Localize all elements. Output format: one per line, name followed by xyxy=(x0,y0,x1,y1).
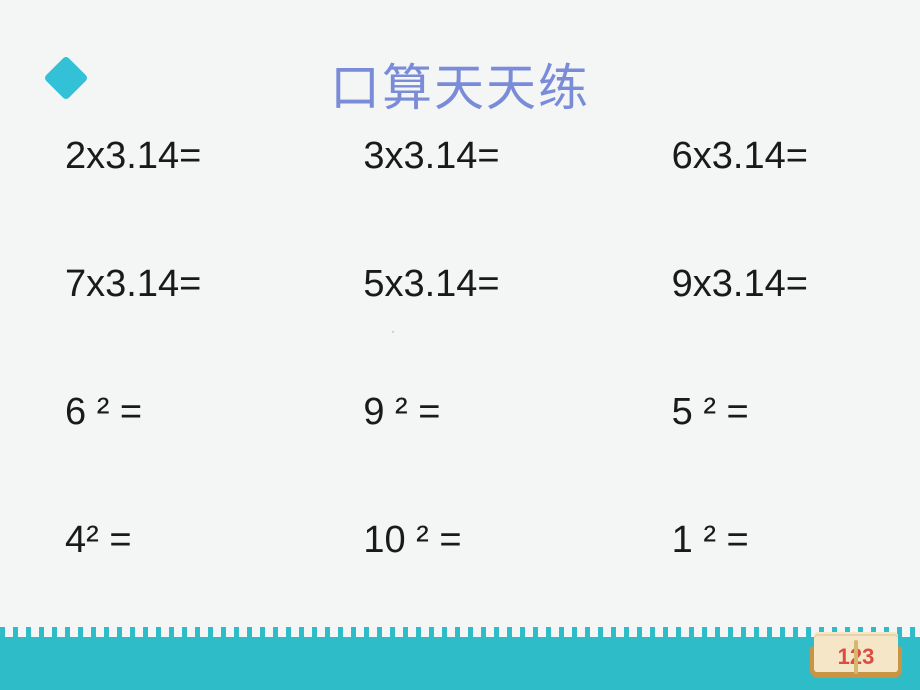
slide-container: 口算天天练 · 2x3.14= 3x3.14= 6x3.14= 7x3.14= … xyxy=(0,0,920,690)
problem-cell: 1 ² = xyxy=(612,519,865,562)
problem-cell: 4² = xyxy=(65,519,318,562)
problem-cell: 10 ² = xyxy=(338,519,591,562)
problem-cell: 6 ² = xyxy=(65,391,318,434)
problem-cell: 9 ² = xyxy=(338,391,591,434)
problem-cell: 7x3.14= xyxy=(65,263,318,306)
problem-cell: 5 ² = xyxy=(612,391,865,434)
bottom-decoration xyxy=(0,635,920,690)
book-badge-icon: 123 xyxy=(810,620,902,678)
slide-title: 口算天天练 xyxy=(0,48,920,120)
problem-cell: 2x3.14= xyxy=(65,135,318,178)
problem-cell: 6x3.14= xyxy=(612,135,865,178)
problem-cell: 5x3.14= xyxy=(338,263,591,306)
problem-cell: 3x3.14= xyxy=(338,135,591,178)
problem-cell: 9x3.14= xyxy=(612,263,865,306)
problems-grid: 2x3.14= 3x3.14= 6x3.14= 7x3.14= 5x3.14= … xyxy=(65,135,865,562)
book-spine xyxy=(854,640,858,674)
